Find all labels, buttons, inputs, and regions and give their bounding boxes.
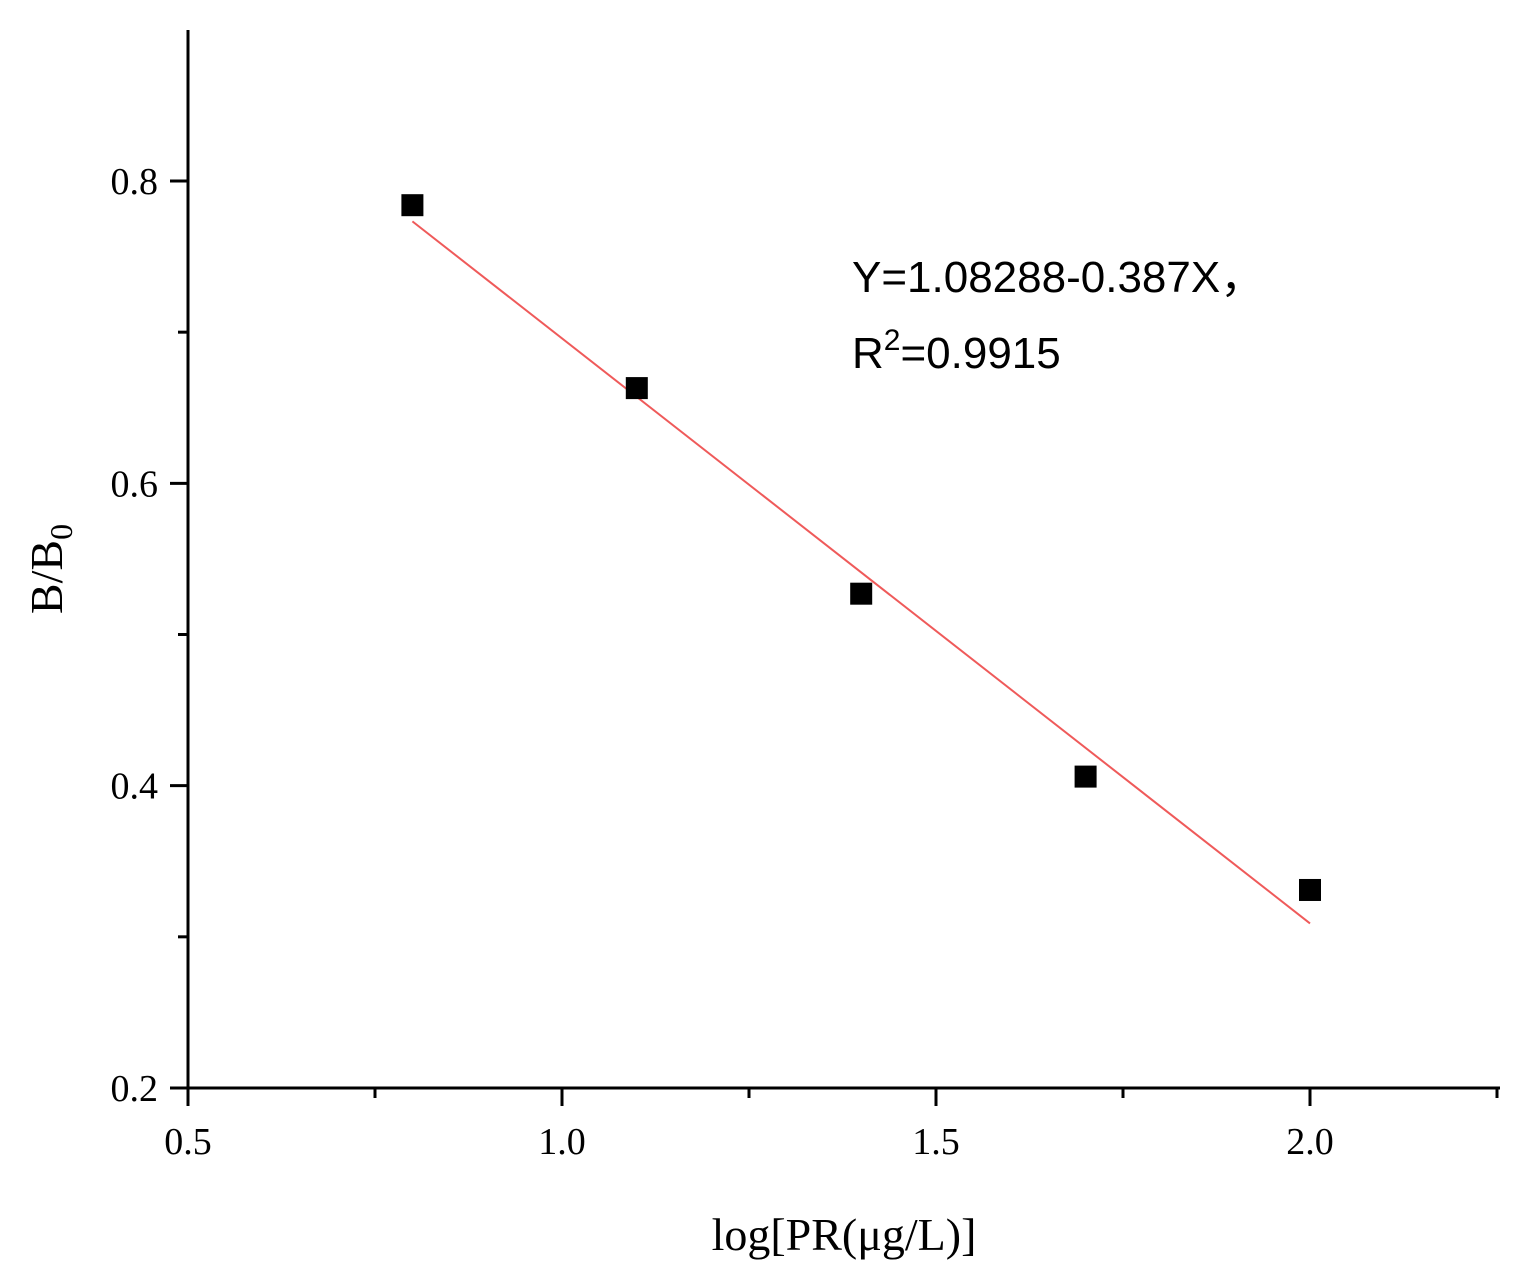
x-tick-label: 1.0 (538, 1121, 586, 1163)
y-axis-title: B/B0 (21, 524, 79, 614)
y-axis-title-subscript: 0 (43, 524, 79, 540)
r-squared-superscript: 2 (884, 324, 901, 357)
axes (186, 30, 1500, 1090)
data-point (1299, 878, 1321, 901)
y-tick-label: 0.4 (111, 766, 159, 808)
y-axis-title-main: B/B (21, 540, 72, 614)
y-ticks: 0.2 0.4 0.6 0.8 (111, 161, 188, 1110)
r-squared-label: R2=0.9915 (852, 324, 1061, 378)
x-tick-label: 0.5 (164, 1121, 212, 1163)
x-tick-label: 2.0 (1286, 1121, 1334, 1163)
r-squared-suffix: =0.9915 (900, 329, 1060, 378)
r-squared-prefix: R (852, 329, 884, 378)
x-axis-title: log[PR(μg/L)] (712, 1209, 977, 1260)
fit-layer (411, 220, 1311, 925)
data-point (850, 582, 873, 605)
equation-label: Y=1.08288-0.387X， (852, 253, 1264, 302)
x-tick-label: 1.5 (912, 1121, 960, 1163)
data-point (1074, 765, 1097, 788)
y-tick-label: 0.8 (111, 161, 159, 203)
y-tick-label: 0.2 (111, 1068, 159, 1110)
data-point (625, 377, 648, 400)
y-tick-label: 0.6 (111, 463, 159, 505)
points-layer (401, 194, 1321, 901)
linear-fit-line (411, 220, 1311, 925)
data-point (401, 194, 424, 217)
x-ticks: 0.5 1.0 1.5 2.0 (164, 1088, 1499, 1163)
